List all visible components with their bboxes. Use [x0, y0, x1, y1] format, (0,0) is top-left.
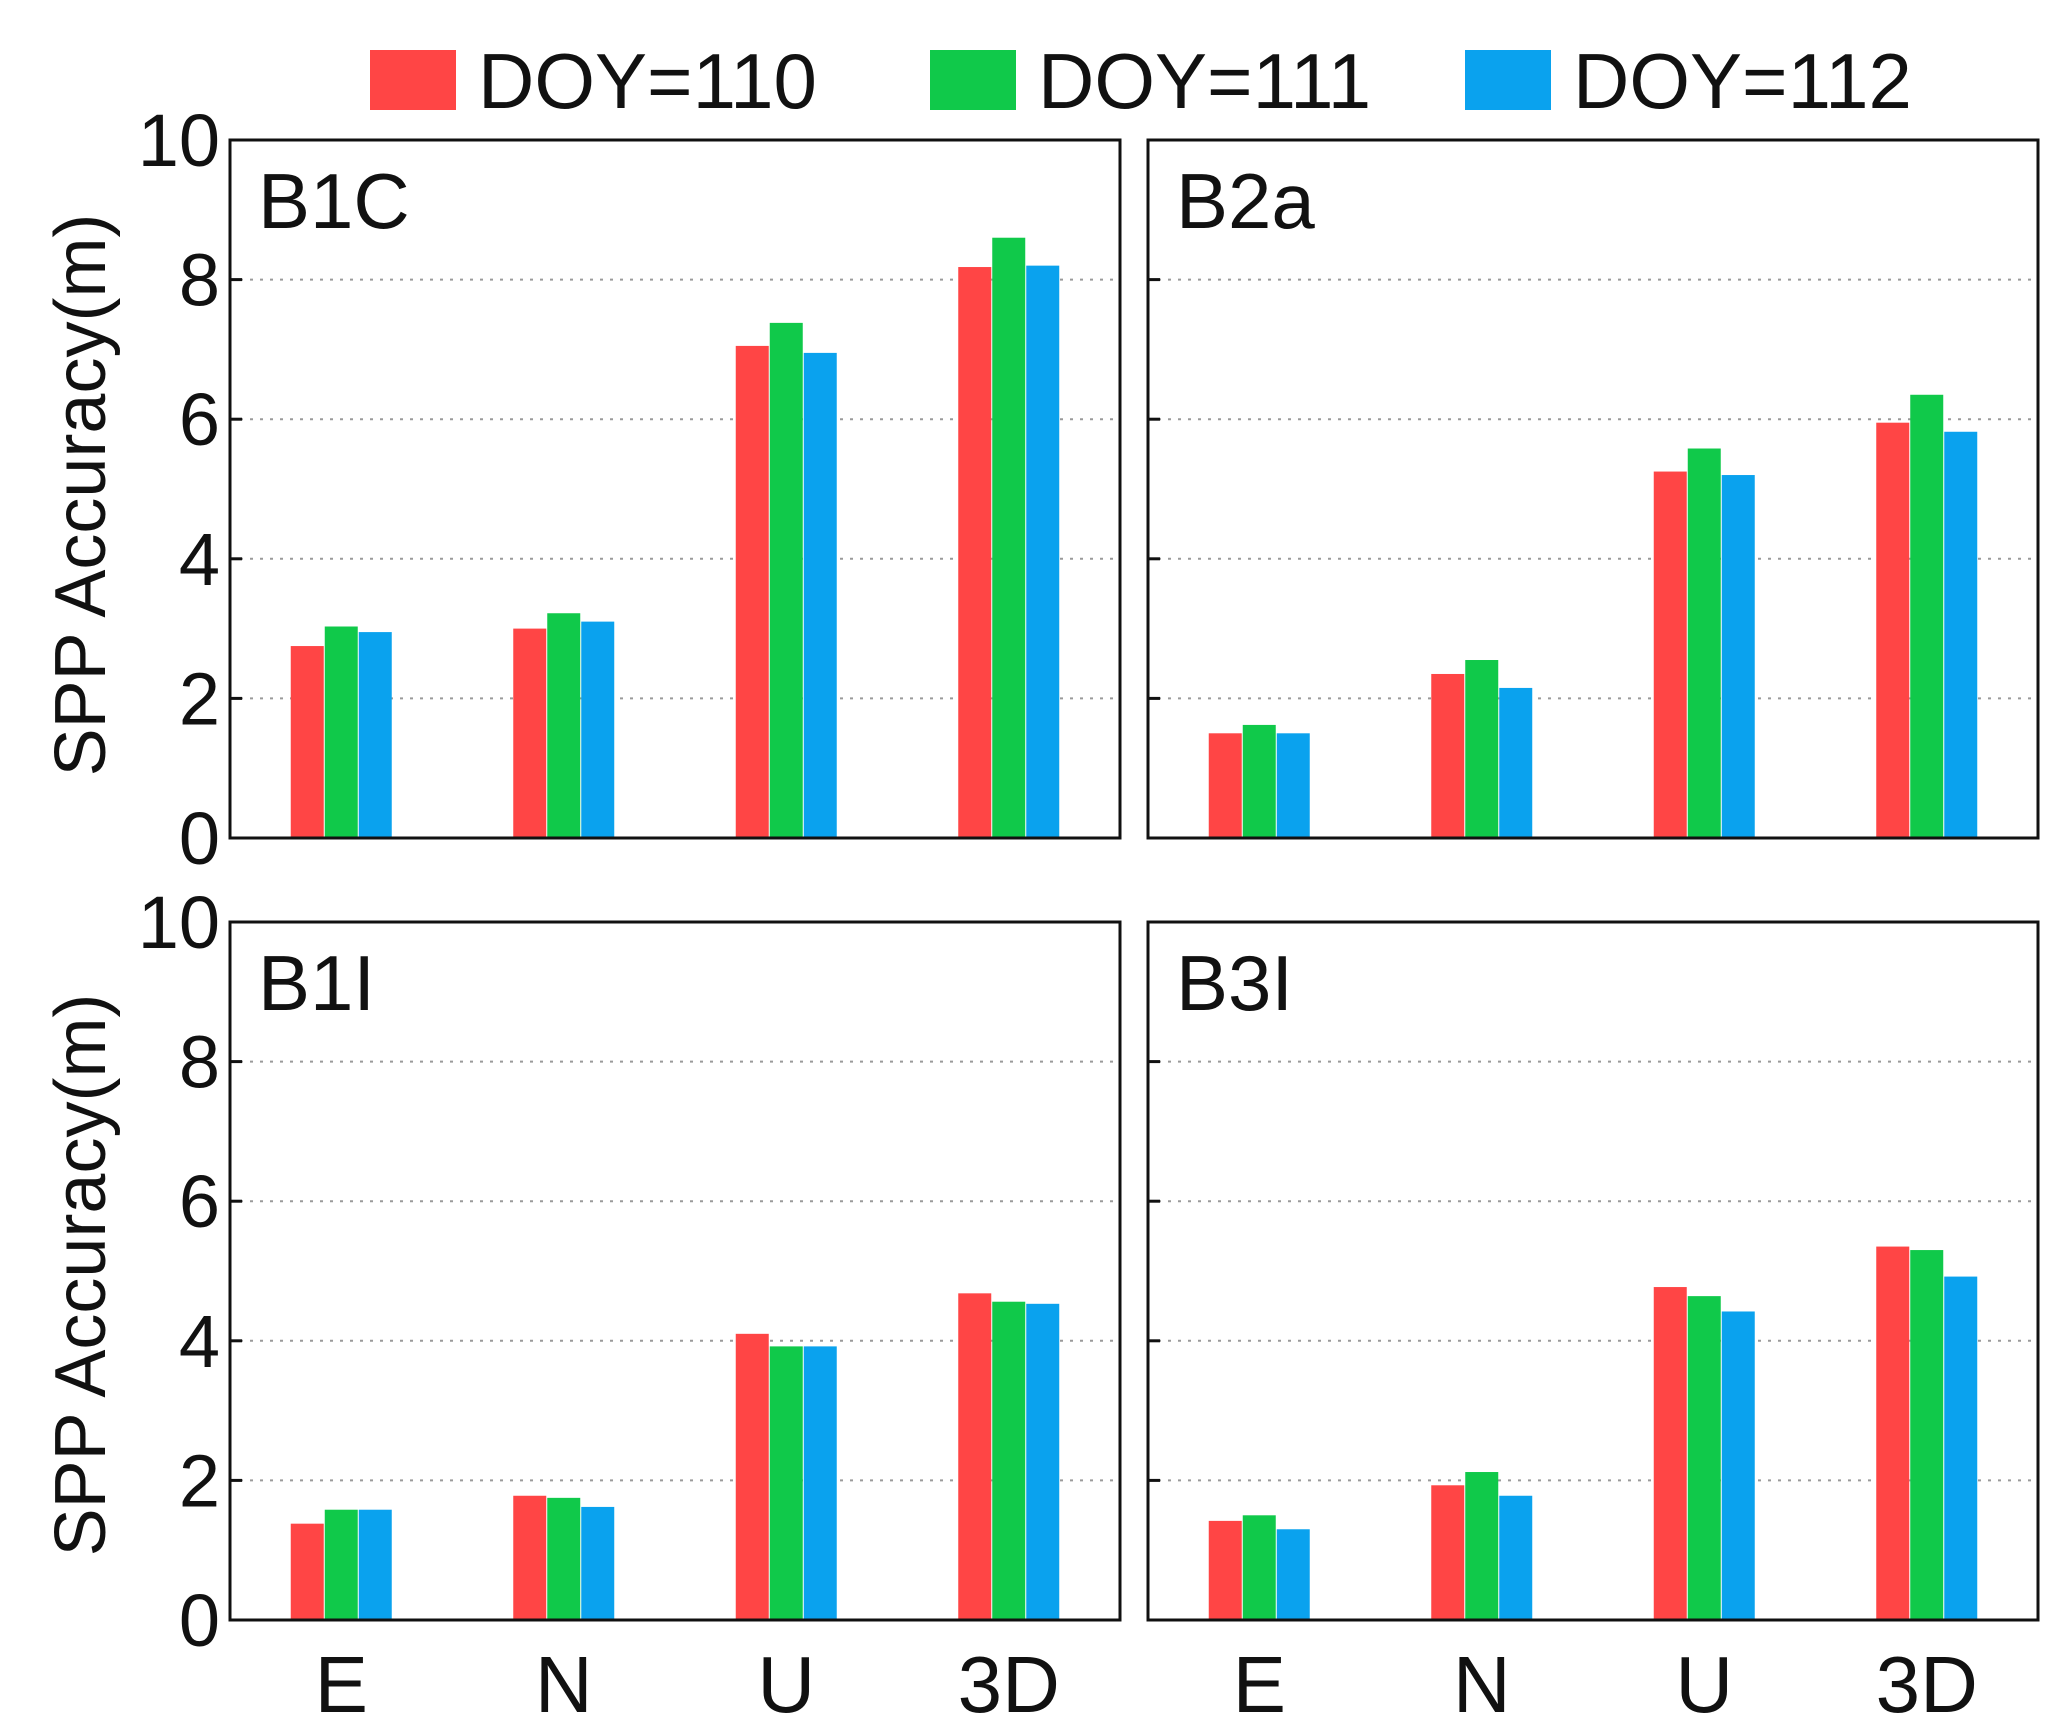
plot-frame: [228, 138, 1122, 840]
bar-b1i-n-doy-112: [581, 1506, 615, 1620]
bar-b3i-u-doy-110: [1653, 1287, 1687, 1620]
plot-frame: [1146, 138, 2040, 840]
panel-title: B1C: [258, 157, 410, 245]
y-tick-label: 6: [179, 378, 220, 461]
plot-frame: [228, 920, 1122, 1622]
legend-swatch-doy-110: [370, 50, 456, 110]
bar-b1c-e-doy-110: [290, 646, 324, 838]
x-tick-label: U: [1675, 1640, 1733, 1717]
bar-b1i-u-doy-111: [769, 1346, 803, 1620]
bar-b1c-3d-doy-112: [1026, 265, 1060, 838]
panel-title: B3I: [1176, 939, 1293, 1027]
bar-b2a-u-doy-111: [1687, 448, 1721, 838]
bar-b2a-e-doy-110: [1208, 733, 1242, 838]
plot-frame: [1146, 920, 2040, 1622]
bar-b2a-3d-doy-110: [1876, 422, 1910, 838]
x-tick-label: U: [757, 1640, 815, 1717]
legend-swatch-doy-111: [930, 50, 1016, 110]
bar-b1i-n-doy-110: [513, 1495, 547, 1620]
panel-b1c: 0 2 4 6 8 10 B1C: [138, 99, 1122, 880]
panel-b1i: E N U 3D 0 2 4 6 8 10 B1I: [138, 881, 1122, 1717]
x-tick-label: E: [1233, 1640, 1286, 1717]
bar-b2a-e-doy-111: [1242, 724, 1276, 838]
bar-b1i-e-doy-111: [324, 1509, 358, 1620]
y-axis-title-bottom: SPP Accuracy(m): [41, 994, 121, 1557]
y-tick-label: 2: [179, 657, 220, 740]
bar-b3i-n-doy-112: [1499, 1495, 1533, 1620]
y-tick-label: 10: [138, 99, 220, 182]
bar-b2a-n-doy-110: [1431, 673, 1465, 838]
bar-b3i-3d-doy-110: [1876, 1246, 1910, 1620]
y-tick-label: 0: [179, 797, 220, 880]
bar-b1i-u-doy-110: [735, 1333, 769, 1620]
bar-b2a-u-doy-110: [1653, 471, 1687, 838]
bar-b3i-e-doy-112: [1276, 1529, 1310, 1620]
y-tick-label: 4: [179, 1300, 220, 1383]
legend-swatch-doy-112: [1465, 50, 1551, 110]
bar-b1i-3d-doy-112: [1026, 1303, 1060, 1620]
bar-b1c-u-doy-110: [735, 345, 769, 838]
bar-b1i-u-doy-112: [803, 1346, 837, 1620]
x-tick-label: N: [1453, 1640, 1511, 1717]
y-axis-title-top: SPP Accuracy(m): [41, 214, 121, 777]
panel-b3i: E N U 3D B3I: [1146, 920, 2040, 1717]
x-tick-label: E: [315, 1640, 368, 1717]
bar-b3i-u-doy-112: [1721, 1311, 1755, 1620]
bar-b3i-n-doy-111: [1465, 1472, 1499, 1620]
bar-b1c-n-doy-112: [581, 621, 615, 838]
bar-b1c-3d-doy-111: [992, 237, 1026, 839]
bar-b1i-3d-doy-110: [958, 1293, 992, 1620]
y-tick-label: 2: [179, 1439, 220, 1522]
bar-b3i-3d-doy-111: [1910, 1250, 1944, 1620]
bar-b1c-3d-doy-110: [958, 267, 992, 838]
bar-b1c-n-doy-111: [547, 613, 581, 838]
legend-label: DOY=110: [478, 37, 817, 125]
legend-label: DOY=112: [1573, 37, 1912, 125]
panel-title: B1I: [258, 939, 375, 1027]
legend-label: DOY=111: [1038, 37, 1371, 125]
y-tick-label: 0: [179, 1579, 220, 1662]
bar-b3i-n-doy-110: [1431, 1485, 1465, 1620]
x-tick-label: 3D: [958, 1640, 1060, 1717]
bar-b2a-e-doy-112: [1276, 733, 1310, 838]
bar-b2a-3d-doy-111: [1910, 394, 1944, 838]
panel-title: B2a: [1176, 157, 1315, 245]
x-tick-label: 3D: [1876, 1640, 1978, 1717]
legend: DOY=110 DOY=111 DOY=112: [370, 37, 1912, 125]
bar-b2a-n-doy-111: [1465, 660, 1499, 838]
bar-b3i-e-doy-111: [1242, 1515, 1276, 1620]
y-tick-label: 10: [138, 881, 220, 964]
x-tick-label: N: [535, 1640, 593, 1717]
bar-b1c-u-doy-111: [769, 322, 803, 839]
bar-b2a-3d-doy-112: [1944, 431, 1978, 838]
bar-b2a-u-doy-112: [1721, 475, 1755, 838]
bar-b1c-u-doy-112: [803, 352, 837, 838]
bar-b1c-e-doy-111: [324, 626, 358, 838]
y-tick-label: 4: [179, 518, 220, 601]
y-tick-label: 8: [179, 1021, 220, 1104]
bar-b1i-e-doy-112: [358, 1509, 392, 1620]
bar-b1c-n-doy-110: [513, 628, 547, 838]
bar-b1i-n-doy-111: [547, 1497, 581, 1620]
bar-b1c-e-doy-112: [358, 632, 392, 838]
bar-b3i-u-doy-111: [1687, 1296, 1721, 1620]
y-tick-label: 6: [179, 1160, 220, 1243]
y-tick-label: 8: [179, 239, 220, 322]
bar-b3i-3d-doy-112: [1944, 1276, 1978, 1620]
bar-b1i-e-doy-110: [290, 1523, 324, 1620]
bar-b3i-e-doy-110: [1208, 1520, 1242, 1620]
panel-b2a: B2a: [1146, 138, 2040, 840]
chart-panels: 0 2 4 6 8 10 B1C B2a E N U 3D 0 2 4 6 8 10 B1I E N U 3D B3I: [138, 99, 2040, 1717]
bar-b2a-n-doy-112: [1499, 687, 1533, 838]
bar-b1i-3d-doy-111: [992, 1301, 1026, 1620]
